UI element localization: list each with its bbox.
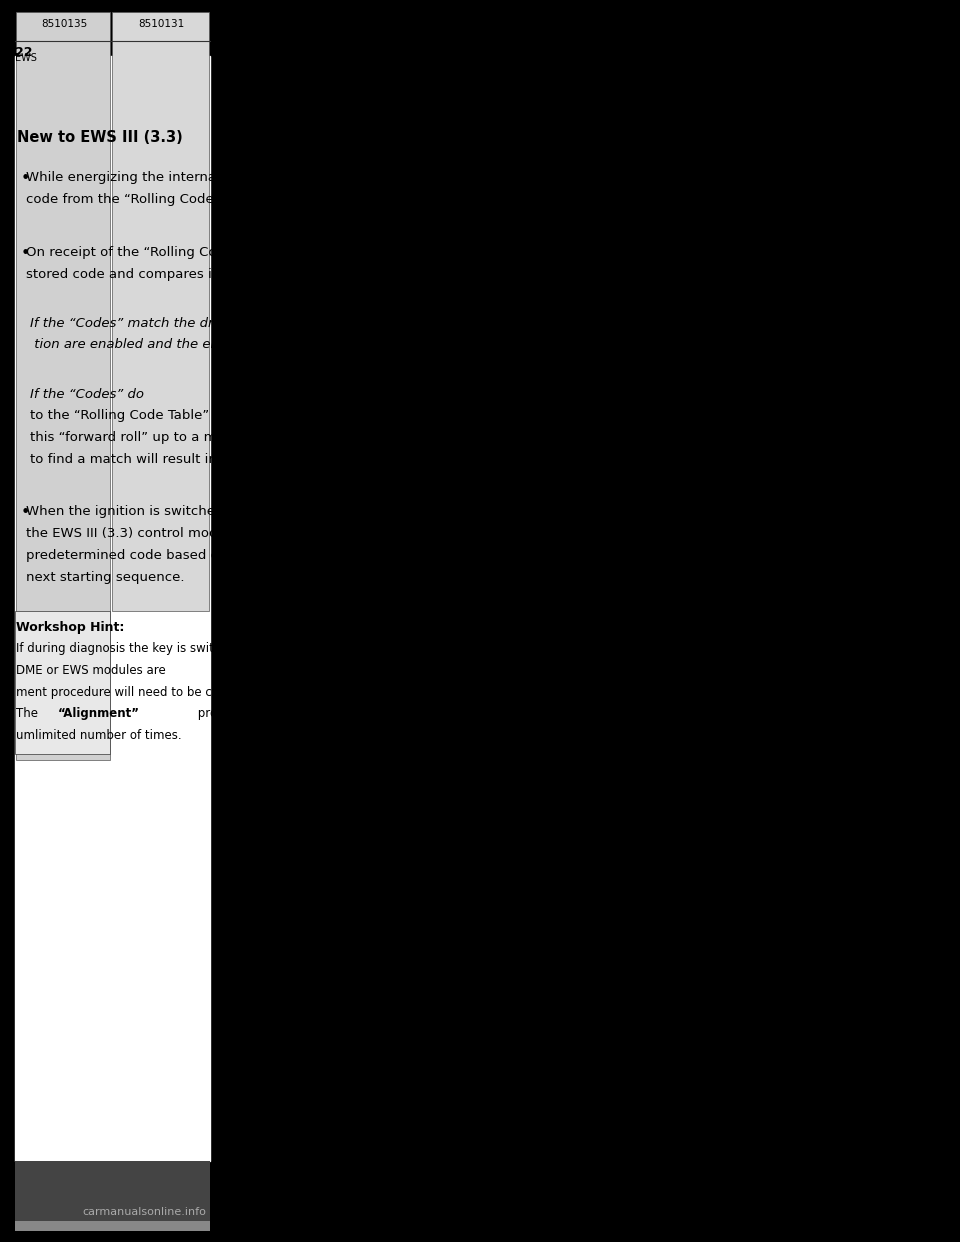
Text: When the ignition is switched off and no engine RPM is present in both the DME a: When the ignition is switched off and no… (26, 505, 588, 518)
Text: to the “Rolling Code Table” and makes the same calculations. The DME continues: to the “Rolling Code Table” and makes th… (31, 410, 573, 422)
Text: 8510135: 8510135 (41, 19, 87, 29)
Text: If the “Codes” do: If the “Codes” do (31, 388, 149, 400)
Text: While energizing the internal starter relay, the EWS III (3.3) module calculates: While energizing the internal starter re… (26, 171, 607, 184)
Text: umlimited number of times.: umlimited number of times. (16, 729, 182, 741)
Text: If the “Codes” match the drive away protection is released and injection and ign: If the “Codes” match the drive away prot… (31, 317, 573, 329)
Text: “Alignment”: “Alignment” (58, 708, 139, 720)
Text: •: • (20, 246, 30, 261)
Text: NOT: NOT (242, 388, 273, 400)
FancyBboxPatch shape (15, 12, 110, 760)
Text: •: • (20, 171, 30, 186)
Text: New to EWS III (3.3): New to EWS III (3.3) (17, 130, 182, 145)
Text: carmanualsonline.info: carmanualsonline.info (83, 1207, 206, 1217)
Text: next starting sequence.: next starting sequence. (26, 571, 184, 584)
Text: to find a match will result in the engine cranking but not starting.: to find a match will result in the engin… (31, 453, 468, 466)
Text: predetermined code based on the “Rolling Code Table”. This new code is used for : predetermined code based on the “Rolling… (26, 549, 597, 561)
FancyBboxPatch shape (112, 12, 209, 611)
Text: procedure may be carried out an: procedure may be carried out an (194, 708, 393, 720)
Text: If during diagnosis the key is switched on while the: If during diagnosis the key is switched … (16, 642, 320, 655)
Text: 22: 22 (14, 46, 32, 58)
Text: match, the DME “rolls forward” to the next code according: match, the DME “rolls forward” to the ne… (284, 388, 679, 400)
Text: DME or EWS modules are: DME or EWS modules are (16, 664, 170, 677)
Text: stored code and compares its results with the code it received from the EWS III : stored code and compares its results wit… (26, 268, 594, 281)
Text: the EWS III (3.3) control module each module will automatically “roll forward” t: the EWS III (3.3) control module each mo… (26, 528, 621, 540)
Text: tion are enabled and the engine starts.: tion are enabled and the engine starts. (31, 339, 294, 351)
Text: , the align-: , the align- (427, 664, 492, 677)
Text: “Disconnected”: “Disconnected” (253, 664, 358, 677)
Text: 8510131: 8510131 (138, 19, 185, 29)
Text: Workshop Hint:: Workshop Hint: (16, 621, 125, 633)
Text: On receipt of the “Rolling Code” from the EWS III (3.3) the DME calculates it’s : On receipt of the “Rolling Code” from th… (26, 246, 574, 258)
FancyBboxPatch shape (14, 1161, 210, 1221)
Text: •: • (20, 505, 30, 520)
Text: this “forward roll” up to a maximum of 200 times or until a match is found.  Fai: this “forward roll” up to a maximum of 2… (31, 431, 584, 443)
Text: The: The (16, 708, 42, 720)
Text: EWS: EWS (14, 53, 36, 63)
FancyBboxPatch shape (14, 611, 110, 754)
Text: code from the “Rolling Code Table” and sends the calculated results to the DME.: code from the “Rolling Code Table” and s… (26, 193, 563, 206)
FancyBboxPatch shape (14, 1221, 210, 1231)
Text: ment procedure will need to be carried out.: ment procedure will need to be carried o… (16, 686, 275, 698)
FancyBboxPatch shape (14, 56, 210, 1161)
